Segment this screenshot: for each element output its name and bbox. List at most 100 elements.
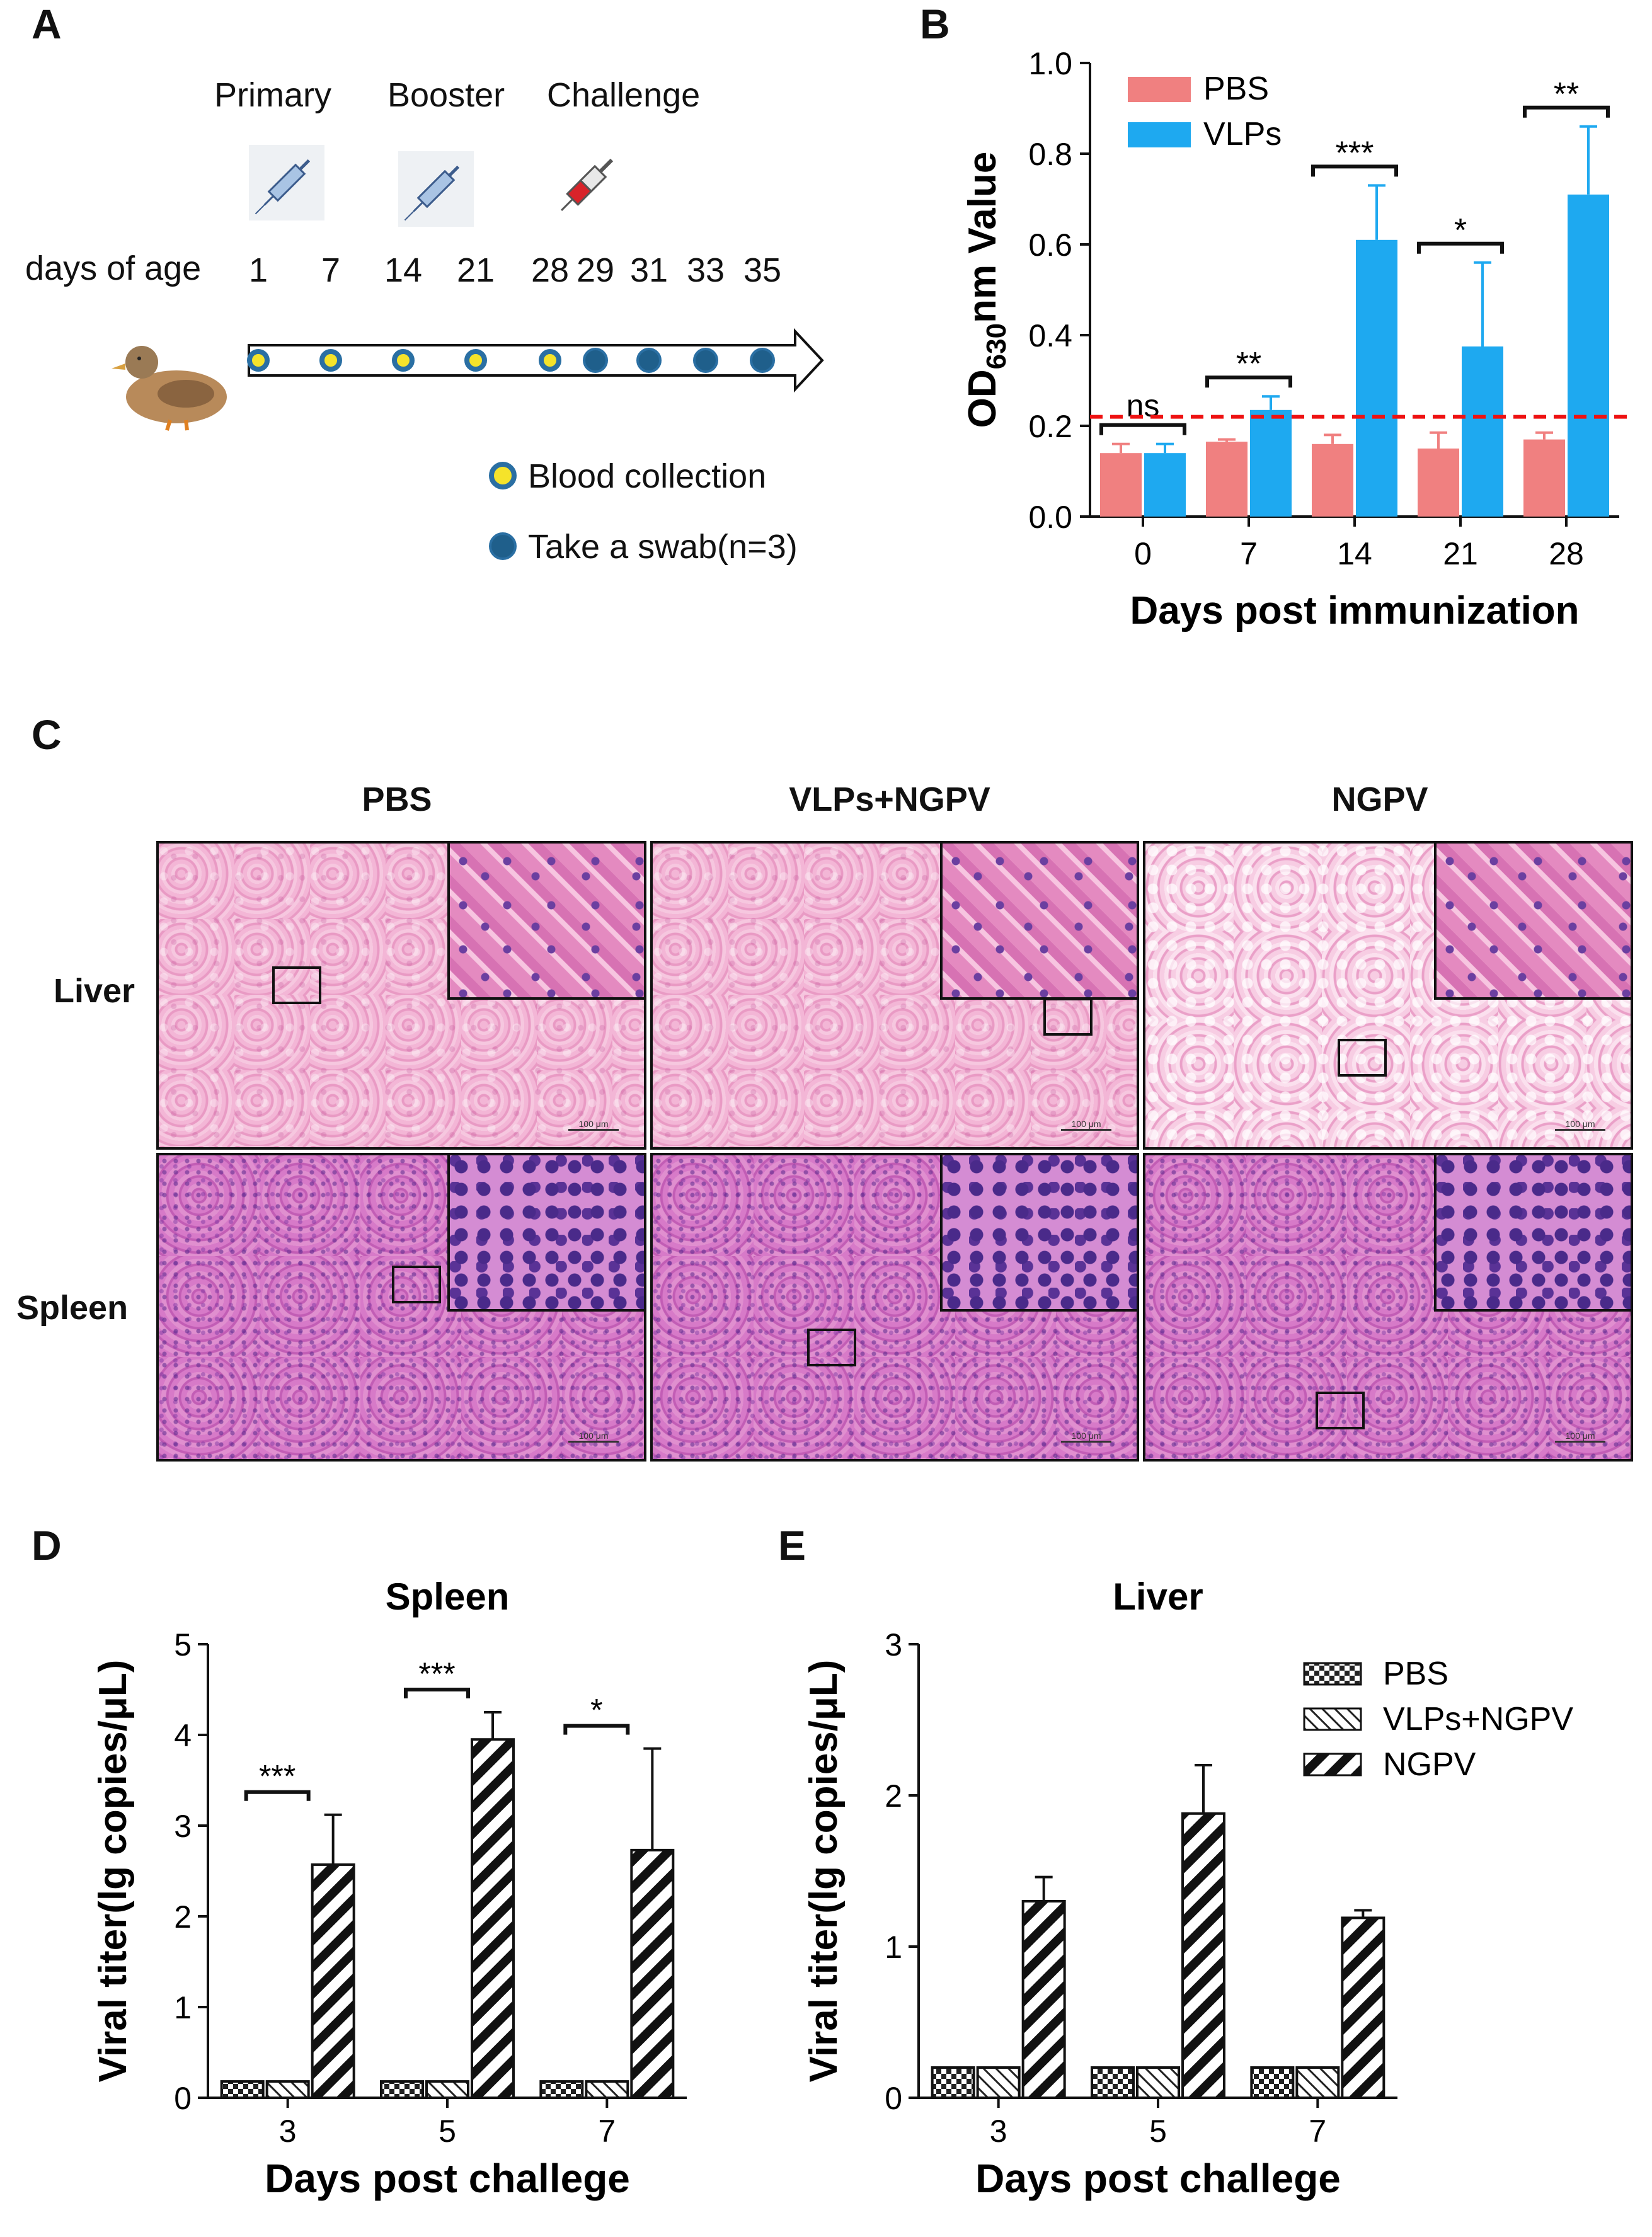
legend-blood-collection: Blood collection bbox=[528, 457, 767, 495]
syringe-icon bbox=[249, 145, 324, 220]
swab-dot bbox=[693, 348, 718, 373]
panel-letter-b: B bbox=[920, 1, 950, 47]
chart-title: Spleen bbox=[386, 1576, 510, 1618]
x-tick-label: 3 bbox=[279, 2114, 297, 2149]
panelA-graphic bbox=[112, 145, 824, 431]
y-tick-label: 0 bbox=[885, 2081, 902, 2116]
scale-bar: 100 μm bbox=[1555, 1431, 1605, 1443]
y-tick-label: 3 bbox=[174, 1809, 192, 1844]
bar-pbs bbox=[931, 2066, 975, 2099]
y-tick-label: 0 bbox=[174, 2081, 192, 2116]
roi-box bbox=[1338, 1039, 1387, 1077]
legend-take-swab: Take a swab(n=3) bbox=[528, 528, 798, 566]
swab-dot bbox=[750, 348, 775, 373]
legend-swatch bbox=[1303, 1662, 1362, 1686]
panel-letter-e: E bbox=[778, 1522, 806, 1569]
day-label: 35 bbox=[743, 251, 782, 289]
significance-bracket bbox=[1205, 375, 1292, 388]
x-tick-label: 7 bbox=[1240, 536, 1258, 571]
significance-bracket bbox=[1099, 423, 1186, 435]
chart-b: 0.00.20.40.60.81.00ns7**14***21*28**PBSV… bbox=[961, 46, 1632, 632]
histology-spleen-pbs: 100 μm bbox=[156, 1153, 646, 1462]
significance-bracket bbox=[404, 1688, 470, 1698]
inset-spleen-vlps-ngpv bbox=[940, 1155, 1137, 1312]
panel-letter-c: C bbox=[32, 711, 62, 758]
x-axis-title: Days post immunization bbox=[1130, 589, 1579, 632]
x-tick-label: 14 bbox=[1337, 536, 1372, 571]
inset-liver-pbs bbox=[447, 844, 644, 1000]
swab-marker bbox=[489, 532, 517, 560]
blood-collection-dot bbox=[464, 349, 487, 372]
day-label: 29 bbox=[576, 251, 615, 289]
roi-box bbox=[1316, 1392, 1365, 1429]
legend-label: PBS bbox=[1383, 1656, 1448, 1692]
bar-vlps bbox=[1568, 194, 1609, 517]
roi-box bbox=[807, 1329, 856, 1366]
roi-box bbox=[1043, 998, 1093, 1036]
bar-pbs bbox=[539, 2080, 584, 2100]
x-axis-title: Days post challege bbox=[975, 2156, 1341, 2201]
legend-swatch bbox=[1303, 1707, 1362, 1731]
y-axis-title: Viral titer(lg copies/μL) bbox=[802, 1660, 846, 2083]
swab-dot bbox=[583, 348, 608, 373]
day-label: 1 bbox=[248, 251, 268, 289]
significance-bracket bbox=[244, 1790, 311, 1801]
timeline-dots bbox=[247, 348, 775, 373]
col-label-vlps-ngpv: VLPs+NGPV bbox=[789, 781, 990, 818]
x-tick-label: 0 bbox=[1134, 536, 1152, 571]
inset-liver-ngpv bbox=[1434, 844, 1631, 1000]
y-tick-label: 0.6 bbox=[1028, 227, 1072, 263]
bar-vlps-ngpv bbox=[585, 2080, 629, 2100]
day-label: 28 bbox=[531, 251, 570, 289]
inset-spleen-pbs bbox=[447, 1155, 644, 1312]
roi-box bbox=[392, 1266, 441, 1303]
x-tick-label: 3 bbox=[990, 2114, 1007, 2149]
bar-ngpv bbox=[1181, 1812, 1225, 2099]
significance-label: ** bbox=[1554, 76, 1579, 113]
histology-liver-ngpv: 100 μm bbox=[1143, 841, 1633, 1150]
event-challenge: Challenge bbox=[547, 76, 701, 114]
scale-bar: 100 μm bbox=[1061, 1431, 1111, 1443]
day-label: 33 bbox=[687, 251, 725, 289]
significance-label: *** bbox=[418, 1656, 455, 1691]
histology-spleen-ngpv: 100 μm bbox=[1143, 1153, 1633, 1462]
syringe-icon bbox=[398, 151, 474, 227]
significance-label: *** bbox=[259, 1759, 295, 1794]
bar-vlps-ngpv bbox=[265, 2080, 310, 2100]
scale-bar: 100 μm bbox=[1061, 1119, 1111, 1131]
significance-label: * bbox=[1454, 212, 1467, 249]
significance-label: * bbox=[590, 1693, 602, 1728]
bar-ngpv bbox=[1341, 1916, 1385, 2100]
bar-ngpv bbox=[311, 1863, 355, 2099]
y-axis-title-rest: nm Value bbox=[961, 152, 1004, 323]
scale-bar: 100 μm bbox=[568, 1431, 619, 1443]
event-primary: Primary bbox=[214, 76, 331, 114]
bar-pbs bbox=[1250, 2066, 1295, 2099]
scale-bar: 100 μm bbox=[568, 1119, 619, 1131]
legend-swatch-vlps bbox=[1128, 122, 1191, 147]
significance-bracket bbox=[1523, 105, 1610, 118]
bar-vlps-ngpv bbox=[976, 2066, 1021, 2099]
significance-bracket bbox=[563, 1724, 630, 1735]
timeline-arrow bbox=[248, 328, 824, 393]
x-tick-label: 5 bbox=[439, 2114, 456, 2149]
legend-label: VLPs+NGPV bbox=[1383, 1701, 1573, 1737]
bar-pbs bbox=[380, 2080, 424, 2100]
y-tick-label: 0.2 bbox=[1028, 409, 1072, 444]
legend-swatch-pbs bbox=[1128, 77, 1191, 102]
y-tick-label: 1 bbox=[174, 1990, 192, 2025]
y-axis-title: OD630nm Value bbox=[961, 152, 1012, 428]
bar-pbs bbox=[1312, 443, 1353, 517]
blood-collection-dot bbox=[247, 349, 270, 372]
y-tick-label: 5 bbox=[174, 1627, 192, 1662]
legend-label-vlps: VLPs bbox=[1203, 116, 1282, 152]
panel-letter-d: D bbox=[32, 1522, 62, 1569]
y-axis-title-main: OD bbox=[961, 369, 1004, 428]
panel-letter-a: A bbox=[32, 1, 62, 47]
bar-ngpv bbox=[630, 1848, 675, 2099]
y-tick-label: 4 bbox=[174, 1718, 192, 1753]
col-label-ngpv: NGPV bbox=[1331, 781, 1428, 818]
event-booster: Booster bbox=[387, 76, 505, 114]
inset-spleen-ngpv bbox=[1434, 1155, 1631, 1312]
bar-pbs bbox=[1100, 453, 1142, 517]
